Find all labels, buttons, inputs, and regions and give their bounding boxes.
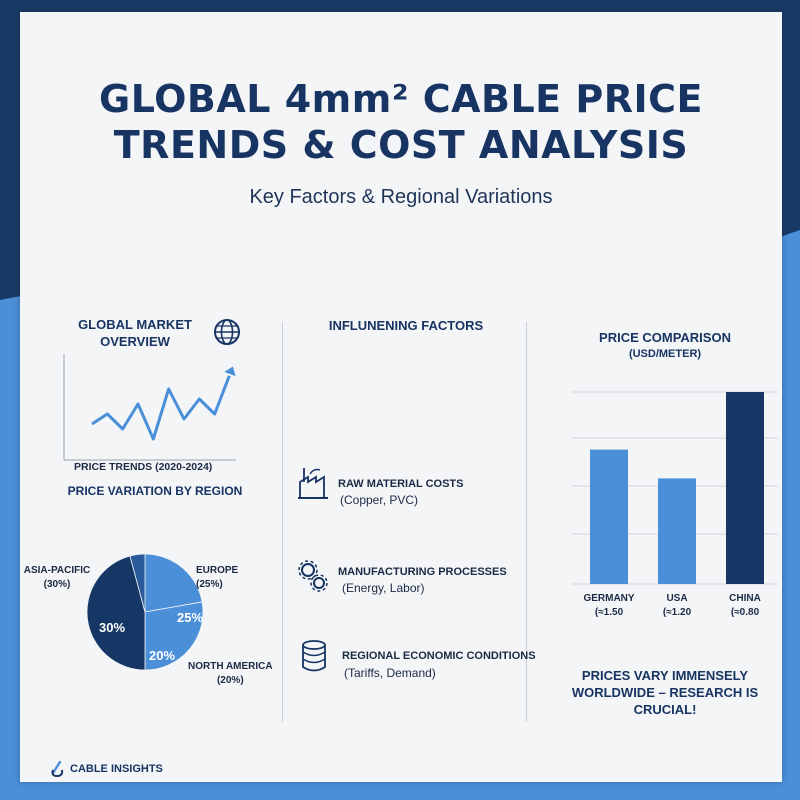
factors-heading: INFLUNENING FACTORS [328, 318, 484, 333]
factor-2-title: MANUFACTURING PROCESSES [338, 566, 507, 578]
bar-value: (≈0.80 [730, 607, 760, 618]
factory-icon [298, 468, 328, 499]
factor-2-sub: (Energy, Labor) [342, 581, 425, 595]
page-subtitle: Key Factors & Regional Variations [249, 186, 553, 208]
pie-slice-north-america [144, 601, 204, 671]
coins-icon [302, 640, 326, 672]
brand-name: CABLE INSIGHTS [70, 763, 163, 775]
factor-1-title: RAW MATERIAL COSTS [338, 478, 464, 490]
trend-line [91, 375, 231, 441]
bar-label-germany: GERMANY (≈1.50 [579, 592, 639, 620]
north-america-share: (20%) [216, 675, 244, 686]
bar-usa [658, 478, 696, 584]
bar-china [726, 392, 764, 584]
north-america-name: NORTH AMERICA [188, 661, 273, 672]
bar-label-china: CHINA (≈0.80 [715, 592, 775, 620]
conclusion-text: PRICES VARY IMMENSELY WORLDWIDE – RESEAR… [571, 668, 759, 717]
trend-arrow-icon [224, 366, 236, 377]
brand: CABLE INSIGHTS [50, 760, 163, 778]
factor-3-sub: (Tariffs, Demand) [344, 666, 436, 680]
region-label-asia-pacific: ASIA-PACIFIC (30%) [22, 564, 92, 592]
trend-caption: PRICE TRENDS (2020-2024) [74, 461, 213, 473]
bar-country: CHINA [729, 593, 761, 604]
region-heading: PRICE VARIATION BY REGION [67, 484, 243, 498]
comparison-heading: PRICE COMPARISON (USD/METER) [550, 330, 780, 362]
pie-label-asia-pacific: 30% [99, 620, 125, 635]
page-title: GLOBAL 4mm² CABLE PRICE TRENDS & COST AN… [20, 76, 782, 168]
pie-label-north-america: 20% [149, 648, 175, 663]
price-comparison-chart [572, 391, 778, 585]
bar-country: USA [666, 593, 688, 604]
region-label-north-america: NORTH AMERICA (20%) [188, 660, 273, 688]
bar-label-usa: USA (≈1.20 [647, 592, 707, 620]
europe-share: (25%) [196, 579, 223, 590]
pie-slice-asia-pacific [86, 555, 146, 671]
gears-icon [298, 560, 328, 592]
factor-1-sub: (Copper, PVC) [340, 493, 419, 507]
pie-slice-other [129, 553, 146, 613]
globe-icon [214, 319, 240, 345]
bar-country: GERMANY [583, 593, 635, 604]
overview-heading: GLOBAL MARKET OVERVIEW [70, 316, 200, 350]
cable-logo-icon [51, 760, 64, 778]
overview-heading-line-1: GLOBAL MARKET [78, 317, 192, 332]
region-label-europe: EUROPE (25%) [196, 564, 238, 592]
title-line-2: TRENDS & COST ANALYSIS [113, 123, 689, 167]
europe-name: EUROPE [196, 565, 239, 576]
bar-value: (≈1.20 [662, 607, 692, 618]
overview-heading-line-2: OVERVIEW [100, 334, 170, 349]
asia-pacific-name: ASIA-PACIFIC [23, 565, 91, 576]
column-divider-1 [282, 322, 283, 722]
bar-germany [590, 449, 628, 584]
asia-pacific-share: (30%) [43, 579, 71, 590]
comparison-title: PRICE COMPARISON [599, 330, 731, 345]
factor-3-title: REGIONAL ECONOMIC CONDITIONS [342, 650, 536, 662]
comparison-unit: (USD/METER) [628, 348, 702, 360]
column-divider-2 [526, 322, 527, 722]
region-pie-chart: 25% 20% 30% [86, 553, 204, 671]
pie-label-europe: 25% [177, 610, 203, 625]
title-line-1: GLOBAL 4mm² CABLE PRICE [99, 77, 703, 121]
infographic-card: GLOBAL 4mm² CABLE PRICE TRENDS & COST AN… [20, 12, 782, 782]
price-trend-chart [63, 354, 236, 461]
bar-value: (≈1.50 [594, 607, 624, 618]
